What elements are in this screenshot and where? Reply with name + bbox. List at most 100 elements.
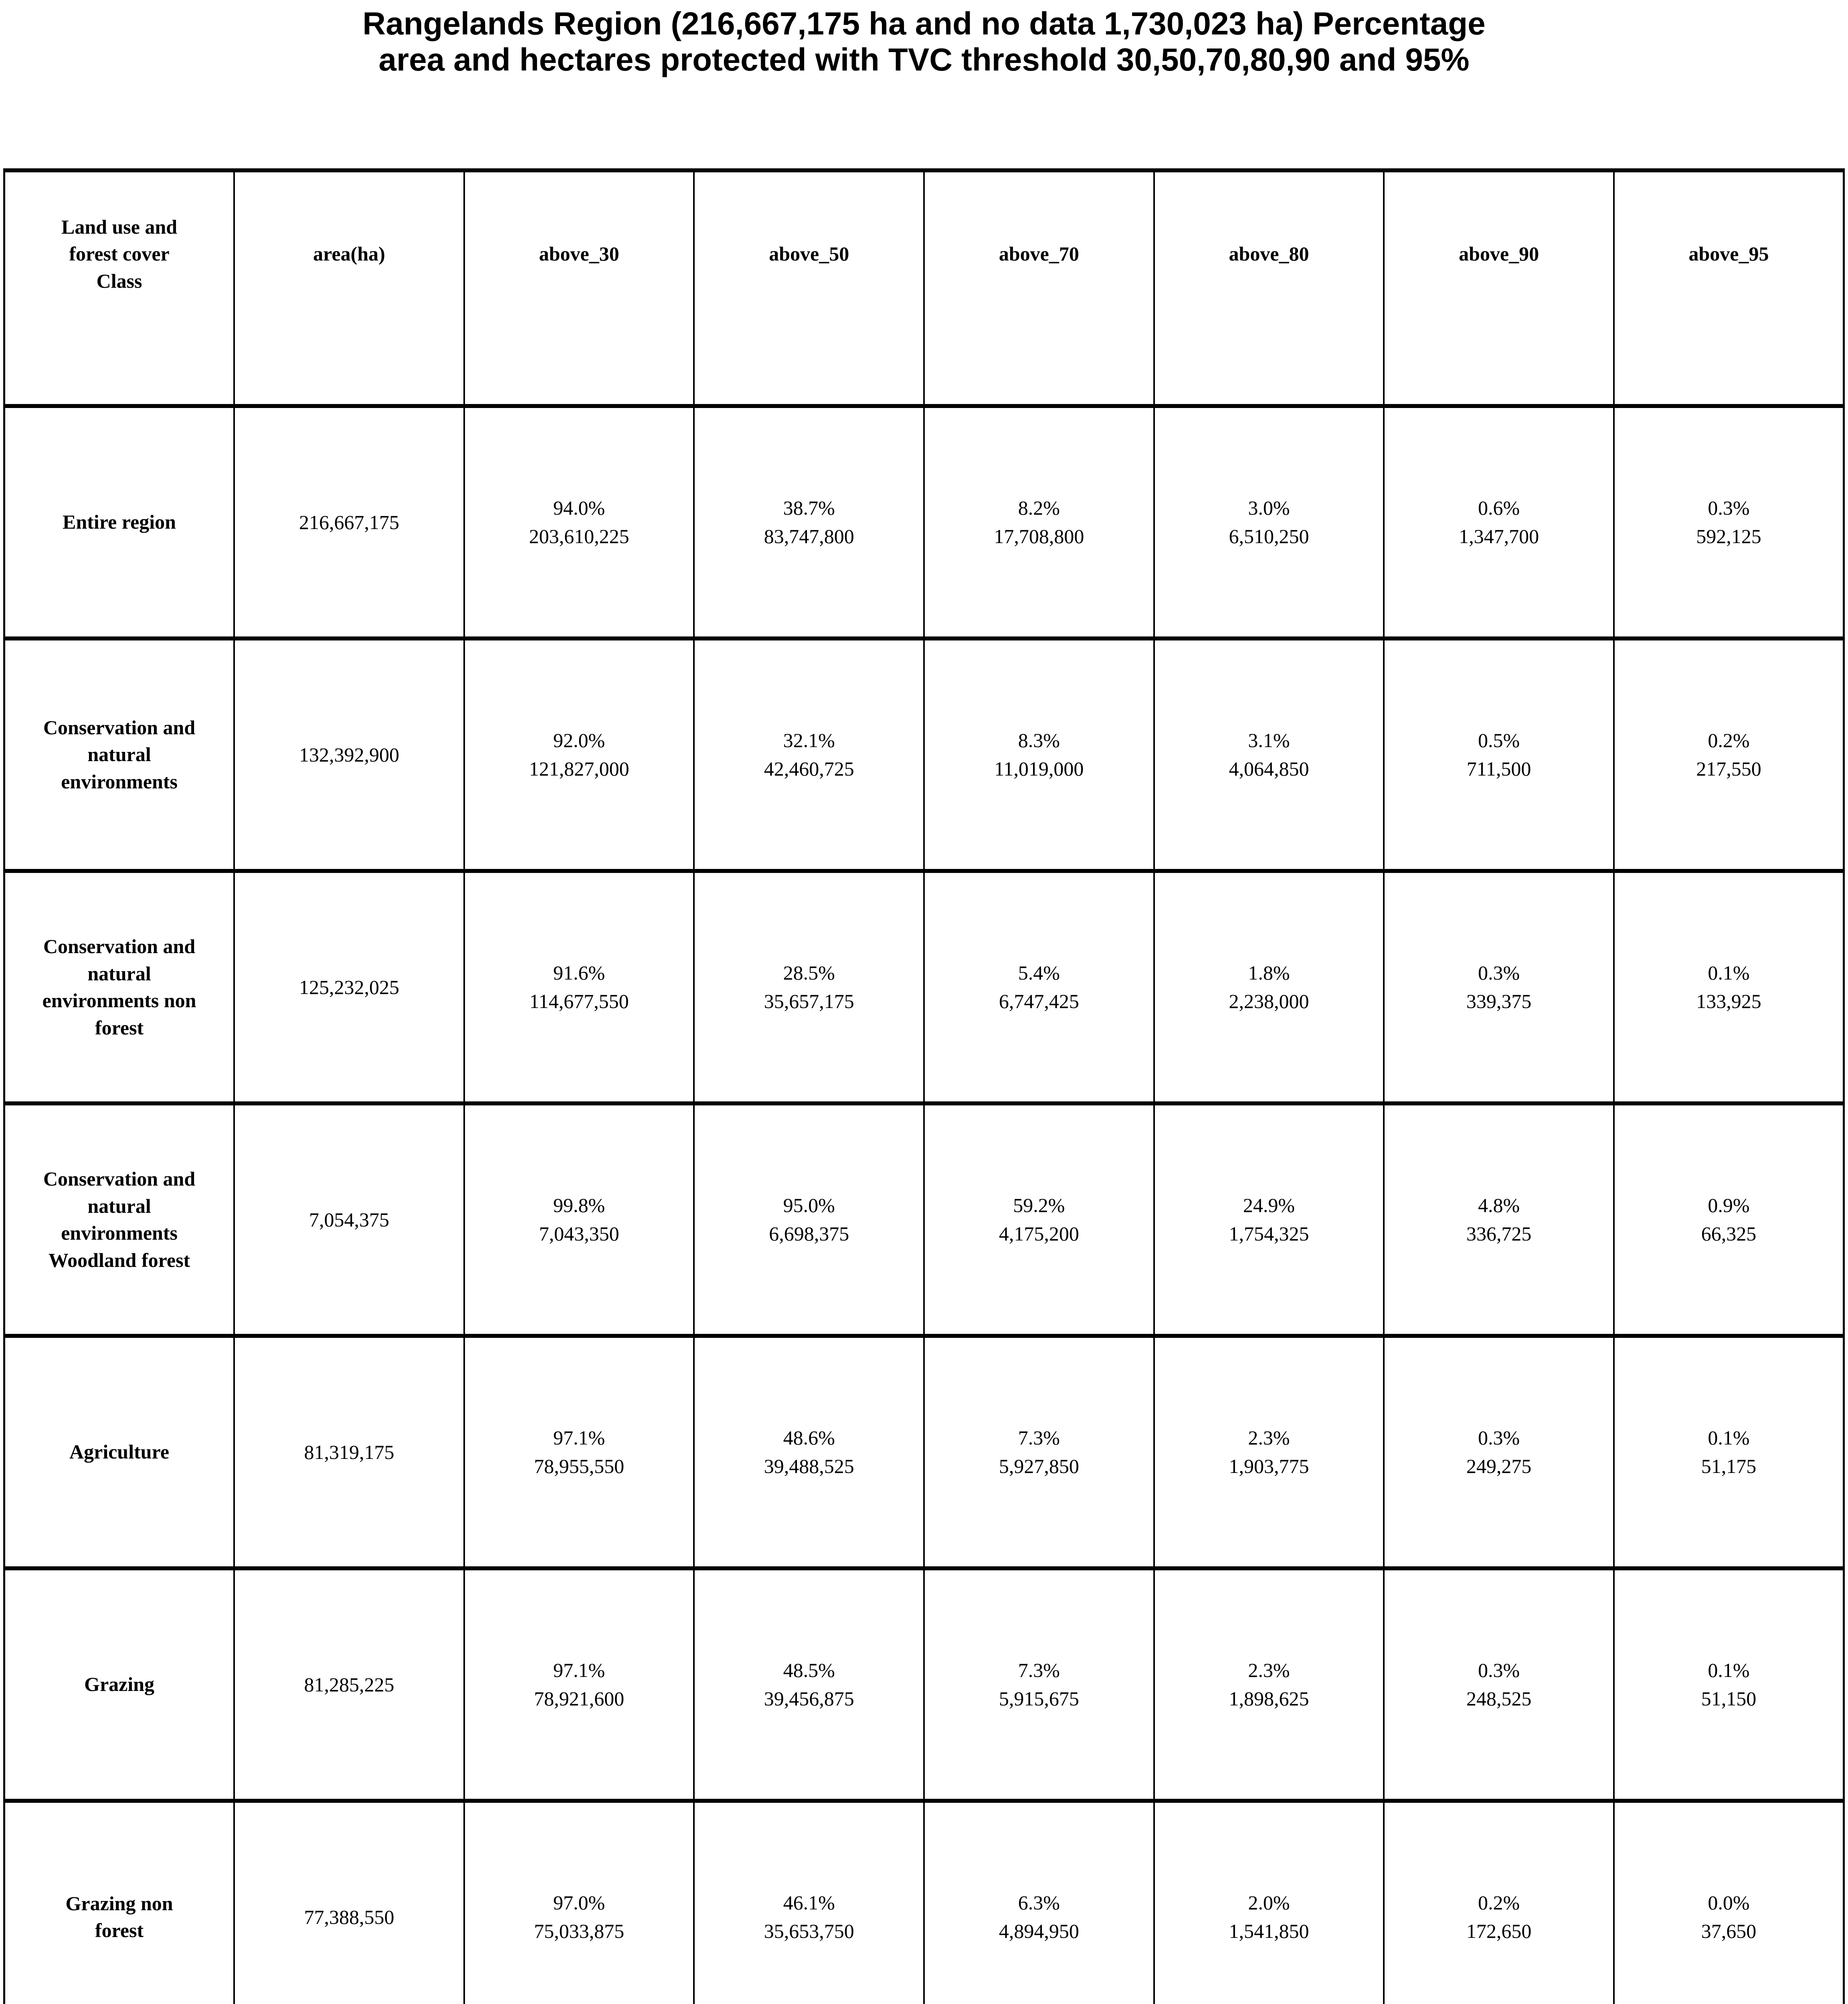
percent-value: 0.9% xyxy=(1708,1194,1750,1216)
hectares-value: 1,754,325 xyxy=(1229,1222,1309,1245)
area-ha-cell: 77,388,550 xyxy=(233,1801,465,2004)
hectares-value: 17,708,800 xyxy=(994,525,1084,547)
threshold-cell: 2.3% 1,898,625 xyxy=(1153,1568,1385,1801)
table-row: Conservation and natural environments no… xyxy=(3,871,1845,1103)
landuse-class-cell: Conservation and natural environments Wo… xyxy=(3,1103,235,1336)
hectares-value: 5,927,850 xyxy=(999,1455,1079,1477)
table-row: Agriculture 81,319,175 97.1% 78,955,550 48.6… xyxy=(3,1336,1845,1568)
area-ha-cell: 81,319,175 xyxy=(233,1336,465,1568)
threshold-cell: 5.4% 6,747,425 xyxy=(923,871,1155,1103)
percent-value: 2.0% xyxy=(1248,1891,1290,1914)
landuse-class-cell: Conservation and natural environments no… xyxy=(3,871,235,1103)
hectares-value: 51,175 xyxy=(1701,1455,1757,1477)
table-row: Conservation and natural environments Wo… xyxy=(3,1103,1845,1336)
hectares-value: 6,510,250 xyxy=(1229,525,1309,547)
hectares-value: 35,653,750 xyxy=(764,1920,854,1942)
percent-value: 92.0% xyxy=(553,729,605,752)
hectares-value: 249,275 xyxy=(1466,1455,1532,1477)
percent-value: 0.2% xyxy=(1708,729,1750,752)
threshold-cell: 99.8% 7,043,350 xyxy=(463,1103,695,1336)
hectares-value: 35,657,175 xyxy=(764,990,854,1012)
threshold-cell: 24.9% 1,754,325 xyxy=(1153,1103,1385,1336)
hectares-value: 1,898,625 xyxy=(1229,1687,1309,1710)
threshold-cell: 28.5% 35,657,175 xyxy=(693,871,925,1103)
header-above-95: above_95 xyxy=(1613,170,1845,406)
percent-value: 0.5% xyxy=(1478,729,1520,752)
table-row: Conservation and natural environments 132… xyxy=(3,638,1845,871)
percent-value: 7.3% xyxy=(1018,1426,1060,1449)
header-landuse-class: Land use and forest cover Class xyxy=(3,170,235,406)
threshold-cell: 0.1% 51,175 xyxy=(1613,1336,1845,1568)
threshold-cell: 0.2% 217,550 xyxy=(1613,638,1845,871)
percent-value: 6.3% xyxy=(1018,1891,1060,1914)
area-ha-cell: 216,667,175 xyxy=(233,406,465,638)
threshold-cell: 0.3% 249,275 xyxy=(1383,1336,1615,1568)
hectares-value: 39,488,525 xyxy=(764,1455,854,1477)
percent-value: 3.1% xyxy=(1248,729,1290,752)
threshold-cell: 38.7% 83,747,800 xyxy=(693,406,925,638)
percent-value: 4.8% xyxy=(1478,1194,1520,1216)
threshold-cell: 0.6% 1,347,700 xyxy=(1383,406,1615,638)
landuse-class-cell: Grazing xyxy=(3,1568,235,1801)
hectares-value: 78,921,600 xyxy=(534,1687,625,1710)
hectares-value: 78,955,550 xyxy=(534,1455,625,1477)
hectares-value: 39,456,875 xyxy=(764,1687,854,1710)
hectares-value: 83,747,800 xyxy=(764,525,854,547)
hectares-value: 336,725 xyxy=(1466,1222,1532,1245)
hectares-value: 51,150 xyxy=(1701,1687,1757,1710)
percent-value: 8.3% xyxy=(1018,729,1060,752)
threshold-cell: 32.1% 42,460,725 xyxy=(693,638,925,871)
threshold-cell: 97.1% 78,921,600 xyxy=(463,1568,695,1801)
percent-value: 0.1% xyxy=(1708,1426,1750,1449)
landuse-class-cell: Entire region xyxy=(3,406,235,638)
threshold-cell: 0.3% 248,525 xyxy=(1383,1568,1615,1801)
hectares-value: 11,019,000 xyxy=(994,758,1084,780)
threshold-cell: 92.0% 121,827,000 xyxy=(463,638,695,871)
threshold-cell: 8.3% 11,019,000 xyxy=(923,638,1155,871)
percent-value: 48.5% xyxy=(783,1659,835,1681)
table-header: Land use and forest cover Class area(ha)… xyxy=(3,170,1845,406)
percent-value: 8.2% xyxy=(1018,497,1060,519)
table-row: Grazing 81,285,225 97.1% 78,921,600 48.5% 39,… xyxy=(3,1568,1845,1801)
table-row: Entire region 216,667,175 94.0% 203,610,225… xyxy=(3,406,1845,638)
hectares-value: 37,650 xyxy=(1701,1920,1757,1942)
table-row: Grazing non forest 77,388,550 97.0% 75,033,… xyxy=(3,1801,1845,2004)
header-area-ha: area(ha) xyxy=(233,170,465,406)
percent-value: 0.0% xyxy=(1708,1891,1750,1914)
hectares-value: 75,033,875 xyxy=(534,1920,625,1942)
threshold-cell: 2.3% 1,903,775 xyxy=(1153,1336,1385,1568)
percent-value: 0.3% xyxy=(1478,962,1520,984)
threshold-cell: 91.6% 114,677,550 xyxy=(463,871,695,1103)
percent-value: 97.1% xyxy=(553,1426,605,1449)
threshold-cell: 0.1% 51,150 xyxy=(1613,1568,1845,1801)
threshold-cell: 3.0% 6,510,250 xyxy=(1153,406,1385,638)
hectares-value: 248,525 xyxy=(1466,1687,1532,1710)
table-header-row: Land use and forest cover Class area(ha)… xyxy=(3,170,1845,406)
percent-value: 97.1% xyxy=(553,1659,605,1681)
threshold-cell: 48.5% 39,456,875 xyxy=(693,1568,925,1801)
landuse-class-cell: Grazing non forest xyxy=(3,1801,235,2004)
hectares-value: 711,500 xyxy=(1466,758,1531,780)
threshold-cell: 46.1% 35,653,750 xyxy=(693,1801,925,2004)
hectares-value: 592,125 xyxy=(1696,525,1761,547)
hectares-value: 6,698,375 xyxy=(769,1222,849,1245)
percent-value: 5.4% xyxy=(1018,962,1060,984)
threshold-cell: 95.0% 6,698,375 xyxy=(693,1103,925,1336)
threshold-cell: 97.1% 78,955,550 xyxy=(463,1336,695,1568)
page-title: Rangelands Region (216,667,175 ha and no… xyxy=(362,6,1486,77)
threshold-cell: 0.9% 66,325 xyxy=(1613,1103,1845,1336)
threshold-cell: 1.8% 2,238,000 xyxy=(1153,871,1385,1103)
area-ha-cell: 132,392,900 xyxy=(233,638,465,871)
percent-value: 0.6% xyxy=(1478,497,1520,519)
percent-value: 59.2% xyxy=(1013,1194,1065,1216)
percent-value: 28.5% xyxy=(783,962,835,984)
threshold-cell: 0.3% 339,375 xyxy=(1383,871,1615,1103)
percent-value: 0.2% xyxy=(1478,1891,1520,1914)
percent-value: 38.7% xyxy=(783,497,835,519)
threshold-cell: 94.0% 203,610,225 xyxy=(463,406,695,638)
hectares-value: 5,915,675 xyxy=(999,1687,1079,1710)
threshold-cell: 3.1% 4,064,850 xyxy=(1153,638,1385,871)
percent-value: 32.1% xyxy=(783,729,835,752)
percent-value: 1.8% xyxy=(1248,962,1290,984)
threshold-cell: 59.2% 4,175,200 xyxy=(923,1103,1155,1336)
